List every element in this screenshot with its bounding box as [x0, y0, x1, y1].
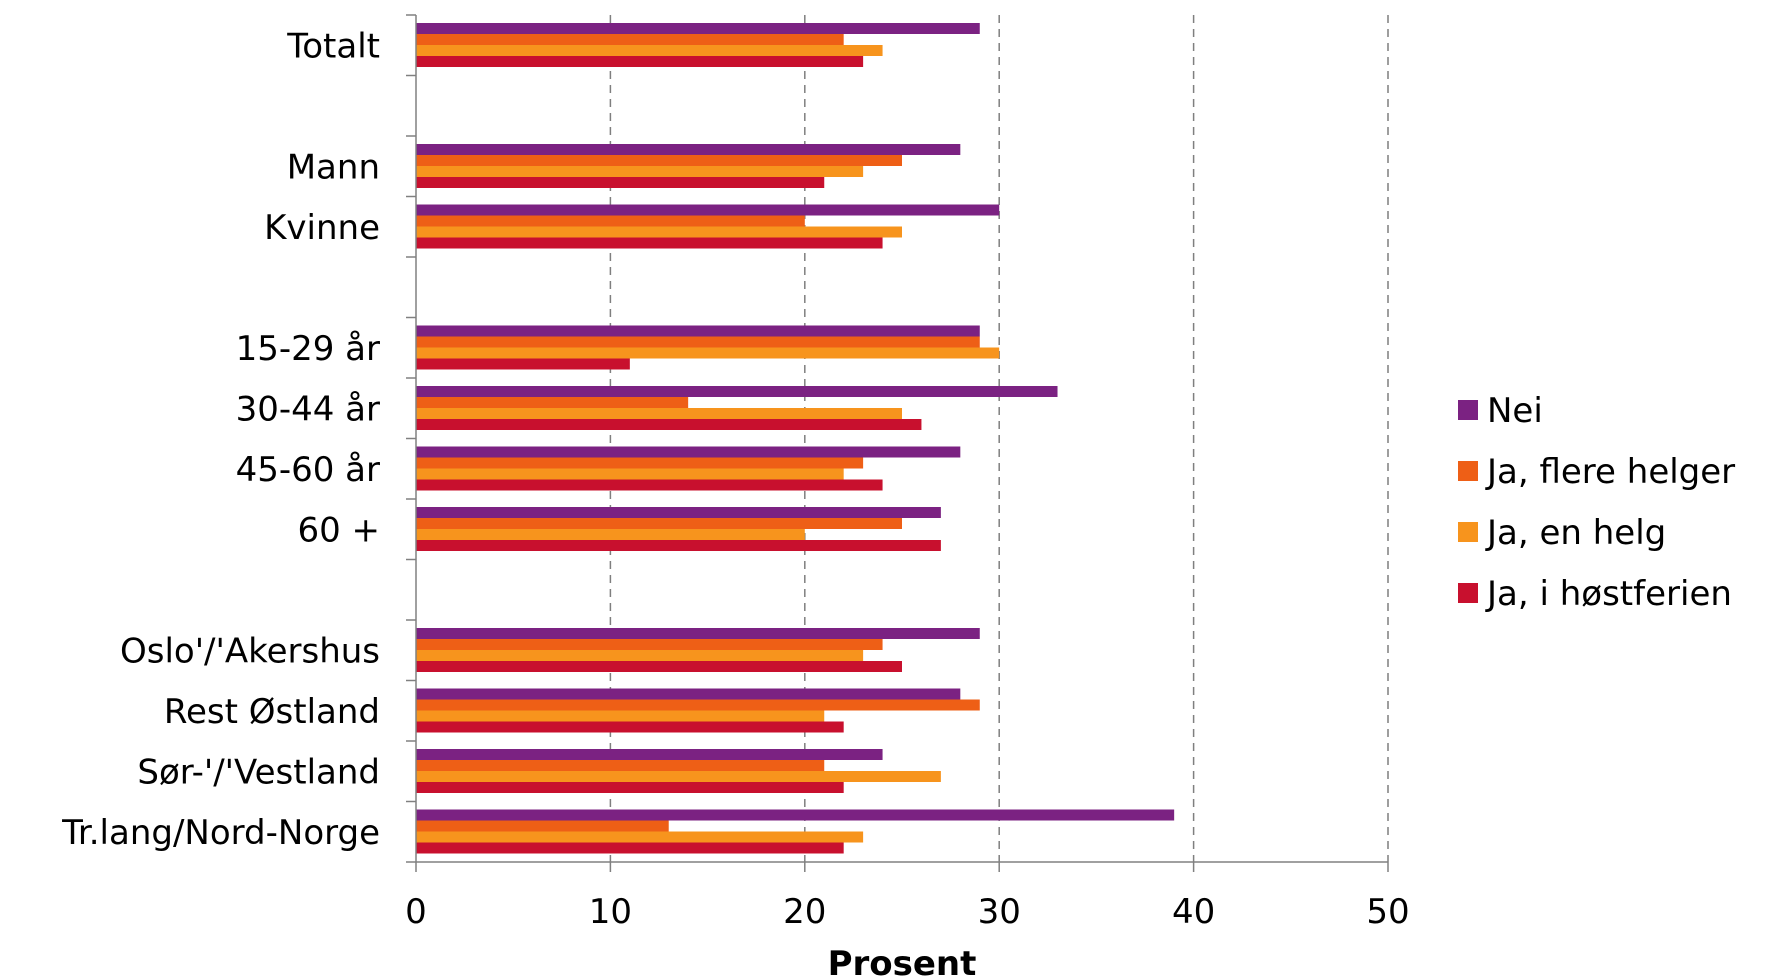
- bar-Tr.lang/Nord-Norge-Ja, i høstferien: [416, 842, 844, 854]
- bar-30-44 år-Ja, flere helger: [416, 397, 689, 408]
- legend-label: Nei: [1487, 391, 1543, 431]
- x-tick-label-50: 50: [1366, 892, 1409, 932]
- x-tick-label-20: 20: [783, 892, 826, 932]
- category-label: 45-60 år: [236, 450, 380, 490]
- bar-15-29 år-Ja, i høstferien: [416, 358, 630, 370]
- category-label: Oslo'/'Akershus: [120, 631, 380, 671]
- bar-Totalt-Ja, en helg: [416, 45, 883, 56]
- bar-60 +-Ja, flere helger: [416, 518, 902, 529]
- legend-label: Ja, i høstferien: [1485, 574, 1732, 614]
- bar-Sør-'/'Vestland-Ja, i høstferien: [416, 782, 844, 793]
- bar-Sør-'/'Vestland-Ja, flere helger: [416, 760, 825, 771]
- bar-Kvinne-Ja, en helg: [416, 226, 902, 238]
- legend-label: Ja, en helg: [1485, 513, 1666, 553]
- bar-Oslo'/'Akershus-Ja, flere helger: [416, 639, 883, 650]
- bar-Rest Østland-Ja, i høstferien: [416, 721, 844, 733]
- bar-45-60 år-Ja, en helg: [416, 468, 844, 480]
- bar-15-29 år-Ja, flere helger: [416, 336, 980, 348]
- bar-15-29 år-Ja, en helg: [416, 347, 1000, 359]
- x-tick-label-30: 30: [978, 892, 1021, 932]
- bar-30-44 år-Ja, i høstferien: [416, 419, 922, 430]
- bar-Tr.lang/Nord-Norge-Ja, flere helger: [416, 820, 669, 832]
- bar-60 +-Nei: [416, 507, 941, 518]
- bar-Rest Østland-Ja, flere helger: [416, 699, 980, 711]
- bar-60 +-Ja, en helg: [416, 529, 805, 540]
- category-label: Tr.lang/Nord-Norge: [61, 813, 380, 853]
- bar-45-60 år-Nei: [416, 446, 961, 458]
- bar-Oslo'/'Akershus-Nei: [416, 628, 980, 639]
- category-label: Totalt: [286, 26, 380, 66]
- category-label: Rest Østland: [164, 692, 380, 732]
- x-tick-label-40: 40: [1172, 892, 1215, 932]
- bar-30-44 år-Nei: [416, 386, 1058, 397]
- bar-Sør-'/'Vestland-Nei: [416, 749, 883, 760]
- bars: [416, 23, 1175, 854]
- gridlines: [609, 15, 1389, 862]
- bar-Mann-Ja, i høstferien: [416, 177, 825, 188]
- category-label: Sør-'/'Vestland: [137, 752, 380, 792]
- bar-Rest Østland-Nei: [416, 688, 961, 700]
- category-label: 60 +: [297, 510, 380, 550]
- bar-Totalt-Ja, i høstferien: [416, 56, 864, 67]
- legend-label: Ja, flere helger: [1485, 452, 1735, 492]
- bar-45-60 år-Ja, flere helger: [416, 457, 864, 469]
- legend-swatch: [1458, 522, 1478, 542]
- category-label: Kvinne: [264, 208, 380, 248]
- legend-swatch: [1458, 461, 1478, 481]
- bar-60 +-Ja, i høstferien: [416, 540, 941, 551]
- bar-Tr.lang/Nord-Norge-Nei: [416, 809, 1175, 821]
- bar-Totalt-Ja, flere helger: [416, 34, 844, 45]
- x-tick-labels: 0 10 20 30 40 50: [405, 892, 1409, 932]
- bar-Sør-'/'Vestland-Ja, en helg: [416, 771, 941, 782]
- bar-Oslo'/'Akershus-Ja, i høstferien: [416, 661, 902, 672]
- bar-Oslo'/'Akershus-Ja, en helg: [416, 650, 864, 661]
- x-tick-label-0: 0: [405, 892, 427, 932]
- legend-swatch: [1458, 400, 1478, 420]
- bar-Mann-Ja, en helg: [416, 166, 864, 177]
- category-labels: Totalt Mann Kvinne 15-29 år 30-44 år 45-60 år…: [61, 26, 380, 853]
- bar-30-44 år-Ja, en helg: [416, 408, 902, 419]
- bar-Totalt-Nei: [416, 23, 980, 34]
- legend: Nei Ja, flere helger Ja, en helg Ja, i høst…: [1458, 391, 1735, 614]
- axes: [406, 14, 1389, 872]
- bar-Kvinne-Ja, flere helger: [416, 215, 805, 227]
- x-axis-title: Prosent: [828, 944, 977, 980]
- bar-Mann-Ja, flere helger: [416, 155, 902, 166]
- bar-Rest Østland-Ja, en helg: [416, 710, 825, 722]
- x-tick-label-10: 10: [589, 892, 632, 932]
- category-label: 30-44 år: [236, 389, 380, 429]
- bar-Kvinne-Ja, i høstferien: [416, 237, 883, 249]
- legend-swatch: [1458, 583, 1478, 603]
- category-label: 15-29 år: [236, 329, 380, 369]
- bar-Mann-Nei: [416, 144, 961, 155]
- bar-15-29 år-Nei: [416, 325, 980, 337]
- bar-Kvinne-Nei: [416, 204, 1000, 216]
- category-label: Mann: [287, 147, 380, 187]
- bar-Tr.lang/Nord-Norge-Ja, en helg: [416, 831, 864, 843]
- bar-45-60 år-Ja, i høstferien: [416, 479, 883, 491]
